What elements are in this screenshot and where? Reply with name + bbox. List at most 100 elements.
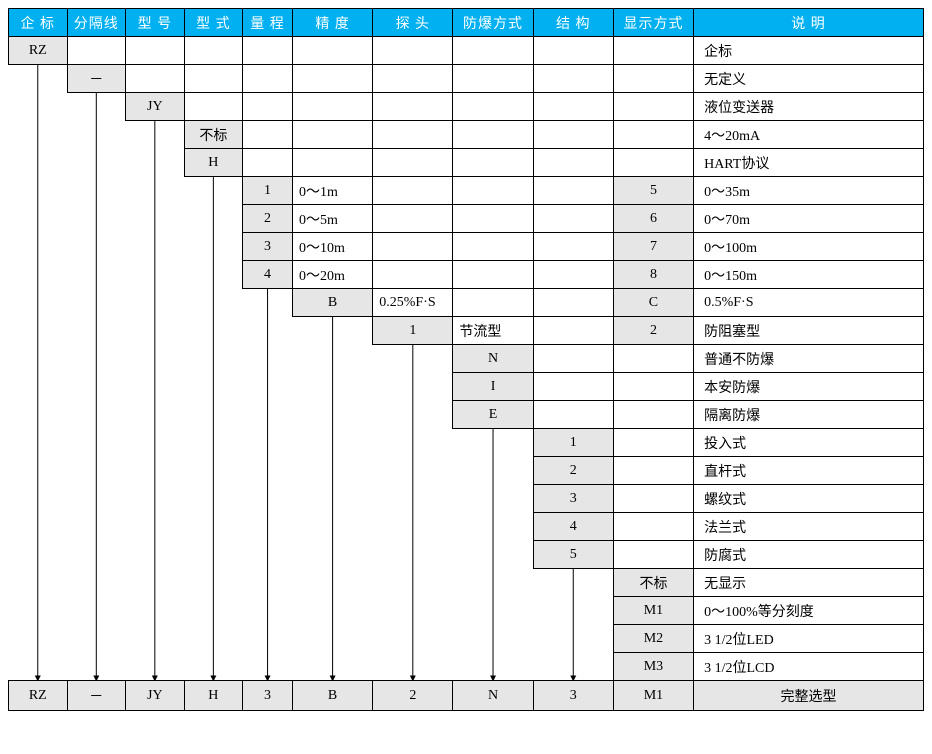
empty-cell: [184, 177, 243, 205]
empty-cell: [613, 65, 693, 93]
empty-cell: [613, 93, 693, 121]
desc-cell: 防阻塞型: [694, 317, 924, 345]
col-header-1: 分隔线: [67, 9, 126, 37]
empty-cell: [533, 121, 613, 149]
empty-cell: [184, 37, 243, 65]
footer-value: JY: [126, 681, 185, 711]
empty-cell: [126, 597, 185, 625]
empty-cell: [243, 653, 293, 681]
empty-cell: [243, 429, 293, 457]
empty-cell: [67, 37, 126, 65]
empty-cell: [9, 457, 68, 485]
desc-cell: 企标: [694, 37, 924, 65]
empty-cell: [243, 373, 293, 401]
code-cell: N: [453, 345, 533, 373]
empty-cell: [126, 429, 185, 457]
table-body: RZ企标－无定义JY液位变送器不标4～20mAHHART协议10～1m50～35…: [9, 37, 924, 681]
empty-cell: [453, 541, 533, 569]
selection-table: 企 标分隔线型 号型 式量 程精 度探 头防爆方式结 构显示方式说 明 RZ企标…: [8, 8, 924, 711]
table-row: JY液位变送器: [9, 93, 924, 121]
empty-cell: [126, 457, 185, 485]
empty-cell: [453, 429, 533, 457]
range-cell: 0.25%F·S: [373, 289, 453, 317]
empty-cell: [184, 205, 243, 233]
empty-cell: [373, 93, 453, 121]
empty-cell: [67, 513, 126, 541]
empty-cell: [533, 653, 613, 681]
table-row: 不标4～20mA: [9, 121, 924, 149]
code-cell: M3: [613, 653, 693, 681]
empty-cell: [9, 625, 68, 653]
empty-cell: [184, 233, 243, 261]
empty-cell: [184, 373, 243, 401]
empty-cell: [67, 289, 126, 317]
empty-cell: [453, 261, 533, 289]
table-row: 20～5m60～70m: [9, 205, 924, 233]
code-cell: JY: [126, 93, 185, 121]
range-cell: 节流型: [453, 317, 533, 345]
col-header-7: 防爆方式: [453, 9, 533, 37]
desc-cell: 0～35m: [694, 177, 924, 205]
col-header-5: 精 度: [292, 9, 372, 37]
empty-cell: [9, 149, 68, 177]
code-cell: －: [67, 65, 126, 93]
empty-cell: [292, 345, 372, 373]
col-header-6: 探 头: [373, 9, 453, 37]
footer-label: 完整选型: [694, 681, 924, 711]
code-cell: E: [453, 401, 533, 429]
empty-cell: [533, 205, 613, 233]
empty-cell: [184, 653, 243, 681]
empty-cell: [373, 345, 453, 373]
empty-cell: [613, 121, 693, 149]
empty-cell: [184, 65, 243, 93]
empty-cell: [67, 625, 126, 653]
empty-cell: [533, 373, 613, 401]
empty-cell: [9, 485, 68, 513]
empty-cell: [613, 401, 693, 429]
empty-cell: [126, 233, 185, 261]
table-row: － 无定义: [9, 65, 924, 93]
empty-cell: [243, 149, 293, 177]
footer-value: N: [453, 681, 533, 711]
empty-cell: [243, 401, 293, 429]
empty-cell: [126, 37, 185, 65]
empty-cell: [243, 345, 293, 373]
empty-cell: [9, 177, 68, 205]
desc-cell: 螺纹式: [694, 485, 924, 513]
empty-cell: [613, 429, 693, 457]
col-header-10: 说 明: [694, 9, 924, 37]
empty-cell: [126, 149, 185, 177]
empty-cell: [67, 149, 126, 177]
empty-cell: [126, 317, 185, 345]
alt-code-cell: 2: [613, 317, 693, 345]
empty-cell: [67, 261, 126, 289]
empty-cell: [67, 233, 126, 261]
empty-cell: [292, 597, 372, 625]
empty-cell: [533, 65, 613, 93]
empty-cell: [67, 317, 126, 345]
empty-cell: [9, 401, 68, 429]
footer-value: H: [184, 681, 243, 711]
empty-cell: [67, 93, 126, 121]
empty-cell: [9, 233, 68, 261]
alt-code-cell: 6: [613, 205, 693, 233]
empty-cell: [67, 569, 126, 597]
desc-cell: 投入式: [694, 429, 924, 457]
empty-cell: [184, 429, 243, 457]
empty-cell: [613, 457, 693, 485]
empty-cell: [126, 513, 185, 541]
empty-cell: [67, 401, 126, 429]
empty-cell: [67, 541, 126, 569]
empty-cell: [453, 37, 533, 65]
empty-cell: [613, 37, 693, 65]
empty-cell: [243, 625, 293, 653]
table-row: 4法兰式: [9, 513, 924, 541]
alt-code-cell: 5: [613, 177, 693, 205]
desc-cell: 无定义: [694, 65, 924, 93]
empty-cell: [9, 429, 68, 457]
empty-cell: [453, 485, 533, 513]
empty-cell: [292, 149, 372, 177]
empty-cell: [533, 345, 613, 373]
empty-cell: [373, 261, 453, 289]
empty-cell: [373, 149, 453, 177]
